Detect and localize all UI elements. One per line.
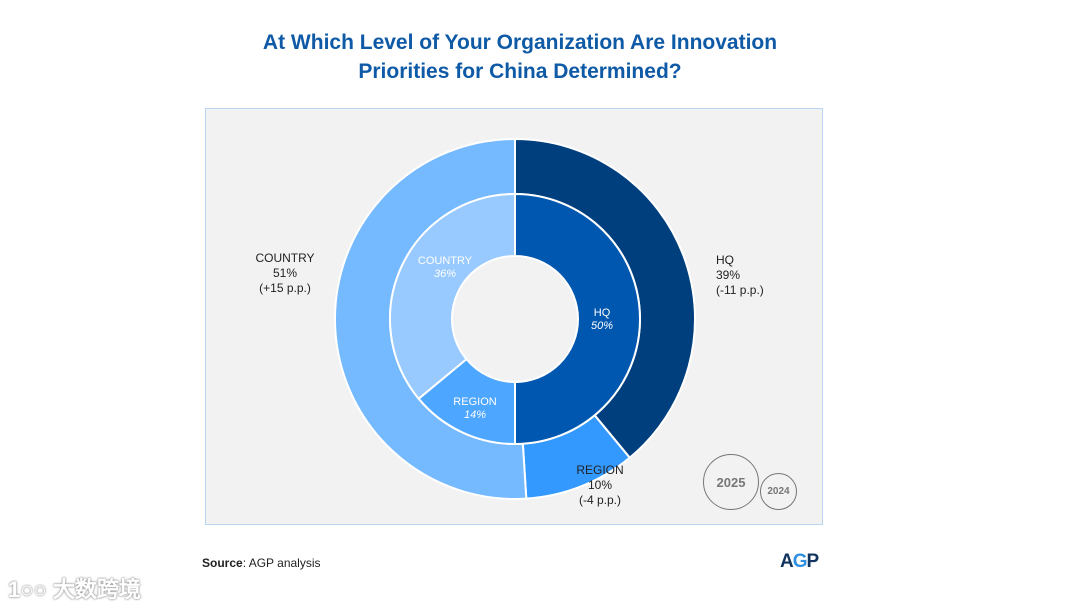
chart-title: At Which Level of Your Organization Are … <box>0 28 1040 86</box>
title-line-1: At Which Level of Your Organization Are … <box>262 31 778 54</box>
label-category: COUNTRY <box>255 251 315 265</box>
slice-2024-country <box>389 192 516 401</box>
label-value: 36% <box>433 268 457 280</box>
label-change: (-11 p.p.) <box>716 283 764 297</box>
label-value: 50% <box>590 320 614 332</box>
outer-label-country: COUNTRY 51% (+15 p.p.) <box>250 251 320 296</box>
watermark: 1○○ 大数跨境 <box>8 577 141 602</box>
label-change: (-4 p.p.) <box>578 493 621 507</box>
label-value: 14% <box>463 409 487 421</box>
slice-2024-hq <box>514 192 641 446</box>
label-category: COUNTRY <box>417 255 473 267</box>
label-category: HQ <box>593 307 611 319</box>
legend-2024: 2024 <box>760 473 797 510</box>
legend-2025: 2025 <box>703 454 759 510</box>
label-category: REGION <box>453 396 497 408</box>
inner-label-country: COUNTRY 36% <box>410 255 480 281</box>
label-change: (+15 p.p.) <box>259 281 311 295</box>
label-category: HQ <box>716 253 734 267</box>
source-label: Source <box>202 556 243 570</box>
title-line-2: Priorities for China Determined? <box>358 60 682 83</box>
outer-label-region: REGION 10% (-4 p.p.) <box>568 463 632 508</box>
source-text: : AGP analysis <box>242 556 321 570</box>
inner-label-region: REGION 14% <box>440 396 510 422</box>
label-value: 39% <box>716 268 741 282</box>
source-note: Source: AGP analysis <box>202 556 321 570</box>
label-value: 51% <box>272 266 298 280</box>
label-value: 10% <box>587 478 613 492</box>
agp-logo: AGP <box>780 551 819 572</box>
outer-label-hq: HQ 39% (-11 p.p.) <box>716 253 764 298</box>
label-category: REGION <box>576 463 624 477</box>
inner-label-hq: HQ 50% <box>567 307 637 333</box>
